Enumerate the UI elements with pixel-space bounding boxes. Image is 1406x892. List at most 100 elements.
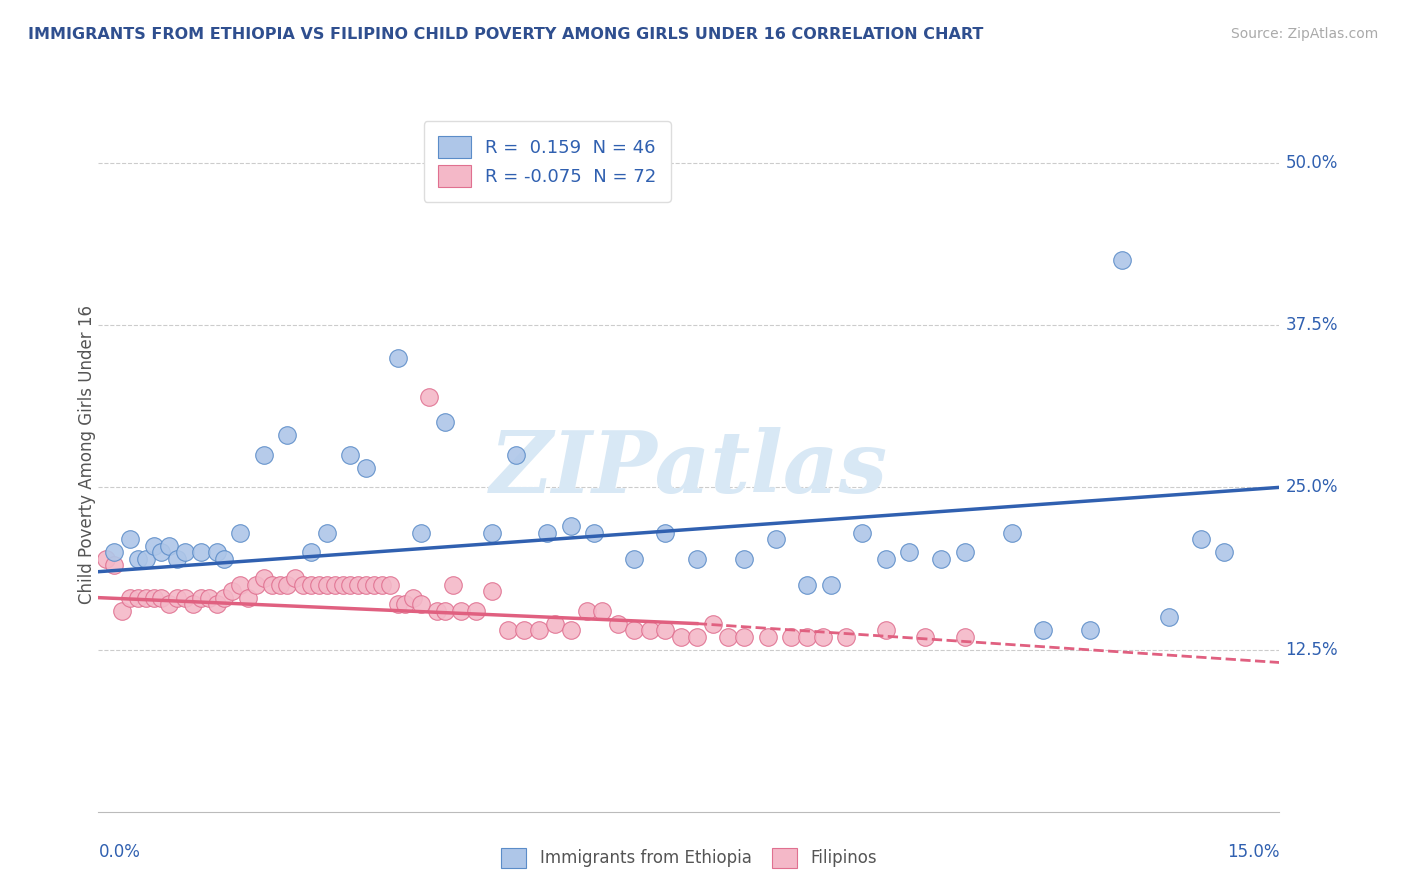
- Point: [339, 577, 361, 591]
- Point: [796, 577, 818, 591]
- Point: [135, 591, 157, 605]
- Point: [127, 591, 149, 605]
- Point: [811, 630, 834, 644]
- Point: [426, 604, 449, 618]
- Point: [411, 525, 433, 540]
- Point: [253, 571, 276, 585]
- Point: [583, 525, 606, 540]
- Point: [607, 616, 630, 631]
- Point: [780, 630, 803, 644]
- Point: [481, 584, 503, 599]
- Point: [229, 525, 252, 540]
- Point: [378, 577, 401, 591]
- Point: [197, 591, 219, 605]
- Point: [363, 577, 385, 591]
- Point: [560, 623, 582, 637]
- Point: [1032, 623, 1054, 637]
- Point: [953, 630, 976, 644]
- Point: [638, 623, 661, 637]
- Point: [181, 597, 204, 611]
- Point: [214, 551, 236, 566]
- Point: [702, 616, 724, 631]
- Point: [756, 630, 779, 644]
- Text: Source: ZipAtlas.com: Source: ZipAtlas.com: [1230, 27, 1378, 41]
- Point: [686, 551, 709, 566]
- Point: [150, 545, 173, 559]
- Text: 25.0%: 25.0%: [1285, 478, 1339, 496]
- Point: [623, 623, 645, 637]
- Point: [354, 461, 377, 475]
- Point: [103, 545, 125, 559]
- Point: [315, 525, 337, 540]
- Point: [371, 577, 394, 591]
- Point: [387, 351, 409, 365]
- Point: [536, 525, 558, 540]
- Text: 0.0%: 0.0%: [98, 843, 141, 861]
- Point: [418, 390, 440, 404]
- Point: [157, 597, 180, 611]
- Point: [284, 571, 307, 585]
- Point: [929, 551, 952, 566]
- Point: [315, 577, 337, 591]
- Point: [260, 577, 283, 591]
- Point: [276, 428, 298, 442]
- Point: [190, 591, 212, 605]
- Point: [118, 533, 141, 547]
- Point: [450, 604, 472, 618]
- Point: [308, 577, 330, 591]
- Point: [174, 591, 197, 605]
- Point: [1213, 545, 1236, 559]
- Legend: Immigrants from Ethiopia, Filipinos: Immigrants from Ethiopia, Filipinos: [495, 841, 883, 875]
- Point: [276, 577, 298, 591]
- Point: [229, 577, 252, 591]
- Point: [402, 591, 425, 605]
- Point: [433, 416, 456, 430]
- Point: [339, 448, 361, 462]
- Point: [835, 630, 858, 644]
- Point: [465, 604, 488, 618]
- Point: [166, 591, 188, 605]
- Point: [717, 630, 740, 644]
- Point: [142, 539, 165, 553]
- Text: 37.5%: 37.5%: [1285, 316, 1339, 334]
- Y-axis label: Child Poverty Among Girls Under 16: Child Poverty Among Girls Under 16: [79, 305, 96, 605]
- Point: [433, 604, 456, 618]
- Point: [512, 623, 534, 637]
- Point: [354, 577, 377, 591]
- Point: [135, 551, 157, 566]
- Point: [820, 577, 842, 591]
- Point: [654, 623, 676, 637]
- Text: 50.0%: 50.0%: [1285, 154, 1337, 172]
- Point: [118, 591, 141, 605]
- Point: [875, 551, 897, 566]
- Text: 15.0%: 15.0%: [1227, 843, 1279, 861]
- Legend: R =  0.159  N = 46, R = -0.075  N = 72: R = 0.159 N = 46, R = -0.075 N = 72: [423, 121, 671, 202]
- Point: [914, 630, 936, 644]
- Point: [205, 545, 228, 559]
- Point: [96, 551, 118, 566]
- Point: [898, 545, 921, 559]
- Point: [269, 577, 291, 591]
- Point: [733, 551, 755, 566]
- Point: [796, 630, 818, 644]
- Point: [1080, 623, 1102, 637]
- Point: [496, 623, 519, 637]
- Point: [654, 525, 676, 540]
- Point: [166, 551, 188, 566]
- Point: [875, 623, 897, 637]
- Point: [253, 448, 276, 462]
- Point: [669, 630, 692, 644]
- Point: [214, 591, 236, 605]
- Point: [686, 630, 709, 644]
- Point: [591, 604, 613, 618]
- Point: [505, 448, 527, 462]
- Point: [236, 591, 259, 605]
- Point: [127, 551, 149, 566]
- Point: [481, 525, 503, 540]
- Point: [205, 597, 228, 611]
- Point: [387, 597, 409, 611]
- Point: [1189, 533, 1212, 547]
- Point: [394, 597, 416, 611]
- Point: [142, 591, 165, 605]
- Point: [1159, 610, 1181, 624]
